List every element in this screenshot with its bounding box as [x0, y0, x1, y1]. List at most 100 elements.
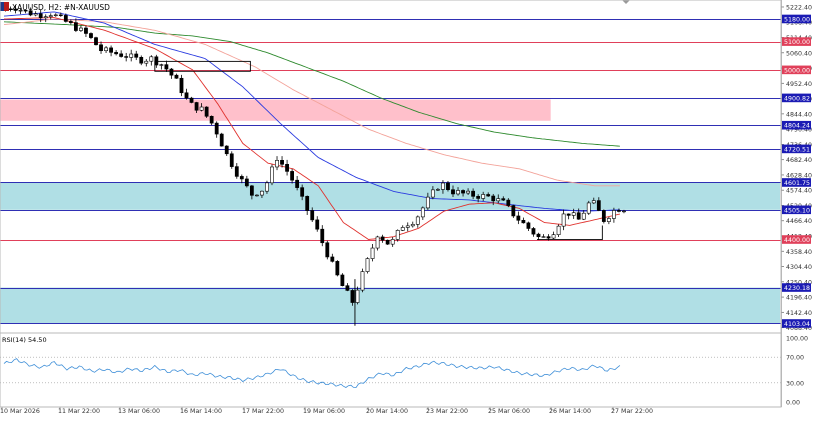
candle: [184, 88, 189, 100]
price-zone: [0, 182, 780, 210]
time-tick-label: 20 Mar 14:00: [366, 408, 408, 415]
price-tick-label: 4628.40: [786, 172, 812, 179]
rsi-tick-label: 70.00: [786, 355, 804, 362]
level-price-text: 4230.18: [784, 285, 810, 292]
ema-fast-line: [3, 17, 620, 240]
candle: [315, 216, 320, 232]
candle: [420, 206, 425, 220]
candle: [164, 60, 169, 72]
level-price-badge[interactable]: 4230.18: [782, 283, 811, 292]
candle: [415, 215, 420, 228]
level-price-badge[interactable]: 5180.00: [782, 14, 811, 24]
candle: [521, 217, 526, 224]
candle: [159, 63, 164, 70]
candle: [576, 208, 581, 220]
candle: [617, 208, 621, 213]
candle: [114, 50, 119, 56]
level-price-text: 4900.82: [784, 95, 810, 102]
candle: [234, 163, 239, 179]
candle: [204, 106, 209, 118]
candle: [48, 13, 53, 20]
plot-frame: [0, 0, 782, 408]
level-price-text: 5180.00: [784, 16, 810, 23]
candle: [606, 216, 611, 225]
candle: [23, 9, 28, 14]
time-tick-label: 26 Mar 14:00: [549, 408, 591, 415]
candle: [496, 194, 501, 204]
level-price-badge[interactable]: 5000.00: [782, 65, 811, 75]
candle: [330, 253, 335, 263]
candle: [68, 19, 73, 25]
candle: [214, 121, 219, 138]
candle: [73, 18, 78, 33]
level-price-badge[interactable]: 4505.10: [782, 205, 811, 214]
consolidation-box[interactable]: [154, 60, 251, 72]
price-tick-label: 5060.40: [786, 50, 812, 57]
candle: [370, 243, 375, 262]
support-bracket[interactable]: [536, 225, 603, 240]
candle: [335, 260, 340, 277]
level-price-badge[interactable]: 5100.00: [782, 37, 811, 46]
candle: [622, 209, 626, 214]
candle: [581, 210, 586, 221]
symbol-flag-icon: [0, 2, 5, 11]
candle: [285, 159, 289, 176]
candle: [486, 192, 491, 197]
level-price-badge[interactable]: 4103.04: [782, 319, 811, 328]
candle: [340, 273, 345, 287]
time-tick-label: 19 Mar 06:00: [303, 408, 345, 415]
symbol-flag-icon-secondary: [4, 2, 9, 11]
rsi-label: RSI(14) 54.50: [2, 336, 47, 344]
time-tick-label: 13 Mar 06:00: [118, 408, 160, 415]
rsi-tick-label: 100.00: [786, 336, 808, 343]
candle: [360, 268, 365, 293]
candle: [551, 231, 556, 240]
level-price-text: 4720.51: [784, 146, 810, 153]
candle: [109, 45, 113, 57]
level-price-badge[interactable]: 4400.00: [782, 235, 811, 244]
price-tick-label: 4196.40: [786, 295, 812, 302]
price-tick-label: 5222.40: [786, 4, 812, 11]
time-tick-label: 10 Mar 2026: [0, 408, 40, 415]
candle: [265, 180, 269, 194]
level-price-badge[interactable]: 4804.24: [782, 120, 811, 130]
moving-averages-layer: [3, 11, 620, 240]
levels-layer: [0, 19, 781, 324]
candle: [441, 180, 445, 194]
candle: [189, 96, 194, 104]
level-price-badge[interactable]: 4601.75: [782, 178, 811, 187]
time-tick-label: 25 Mar 06:00: [488, 408, 530, 415]
price-tick-label: 4790.40: [786, 127, 812, 134]
candle: [94, 36, 98, 46]
candle: [591, 197, 596, 205]
candle: [270, 164, 274, 186]
candle: [219, 132, 224, 147]
level-price-badge[interactable]: 4720.51: [782, 144, 811, 154]
candle: [84, 25, 88, 38]
scroll-marker-icon[interactable]: [622, 0, 630, 4]
level-price-badge[interactable]: 4900.82: [782, 93, 811, 103]
time-tick-label: 27 Mar 22:00: [611, 408, 653, 415]
candle: [224, 145, 229, 156]
candle: [586, 200, 591, 215]
candle: [526, 221, 531, 231]
candle: [179, 74, 184, 97]
candle: [596, 197, 601, 212]
candle: [345, 283, 350, 292]
candle: [53, 13, 58, 17]
price-tick-label: 4844.40: [786, 111, 812, 118]
candle: [33, 11, 38, 17]
candle: [566, 213, 571, 220]
candle: [476, 194, 481, 203]
candle: [199, 103, 204, 112]
candle: [511, 204, 516, 218]
candle: [129, 49, 134, 62]
candle: [320, 225, 325, 247]
candle: [350, 289, 355, 306]
level-price-text: 4103.04: [784, 321, 810, 328]
candle: [38, 9, 43, 23]
candle: [461, 189, 465, 197]
candle: [541, 234, 546, 238]
